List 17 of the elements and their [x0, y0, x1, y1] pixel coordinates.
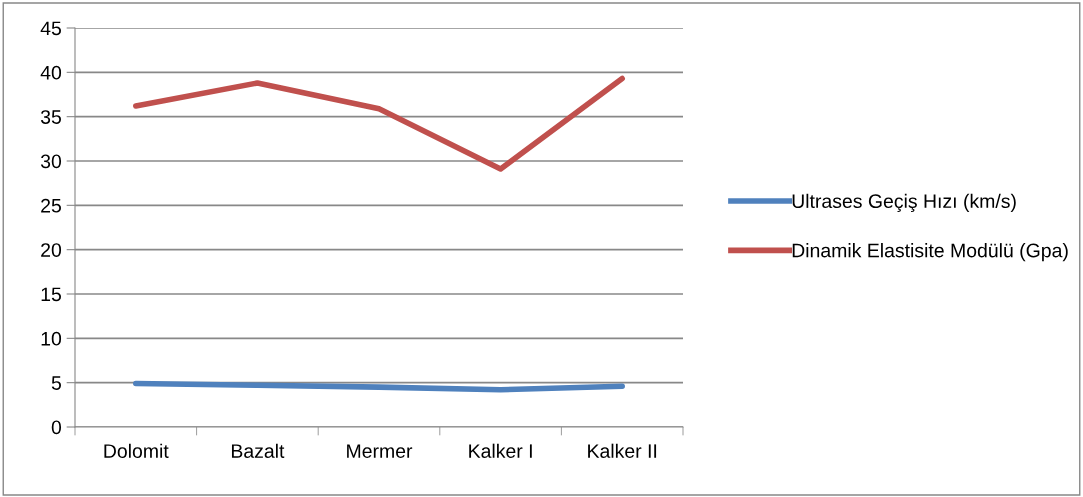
- legend-label: Ultrases Geçiş Hızı (km/s): [792, 193, 1016, 212]
- y-tick-label: 40: [40, 65, 62, 80]
- y-tick-label: 45: [40, 21, 61, 36]
- x-tick-label: Kalker I: [469, 443, 532, 458]
- y-tick-label: 30: [40, 154, 62, 169]
- y-tick-label: 5: [51, 376, 61, 390]
- x-tick-label: Bazalt: [231, 443, 285, 458]
- x-tick-label: Dolomit: [104, 443, 169, 458]
- x-tick-label: Kalker II: [588, 443, 657, 458]
- y-tick-label: 0: [51, 420, 62, 435]
- y-tick-label: 15: [41, 287, 61, 302]
- y-tick-label: 20: [41, 243, 62, 257]
- y-tick-label: 35: [40, 110, 61, 124]
- y-tick-label: 10: [41, 331, 62, 346]
- legend-label: Dinamik Elastisite Modülü (Gpa): [792, 243, 1068, 262]
- y-tick-label: 25: [41, 198, 61, 213]
- x-tick-label: Mermer: [347, 444, 413, 458]
